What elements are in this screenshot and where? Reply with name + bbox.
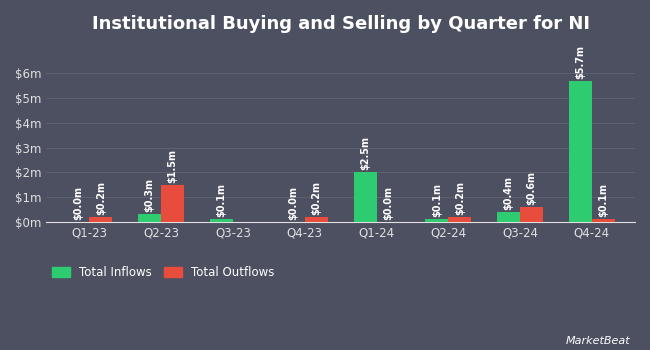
Text: $0.2m: $0.2m	[455, 181, 465, 215]
Bar	[448, 217, 471, 222]
Text: $0.0m: $0.0m	[383, 186, 393, 220]
Bar	[161, 185, 184, 222]
Text: $0.1m: $0.1m	[216, 183, 226, 217]
Bar	[138, 215, 161, 222]
Text: MarketBeat: MarketBeat	[566, 336, 630, 346]
Text: $2.5m: $2.5m	[360, 136, 370, 170]
Text: $0.2m: $0.2m	[96, 181, 106, 215]
Bar	[210, 219, 233, 222]
Bar	[305, 217, 328, 222]
Text: $0.4m: $0.4m	[504, 176, 514, 210]
Bar	[497, 212, 520, 222]
Text: $1.5m: $1.5m	[168, 149, 177, 183]
Text: $0.3m: $0.3m	[145, 178, 155, 212]
Text: $0.1m: $0.1m	[432, 183, 442, 217]
Bar	[425, 219, 448, 222]
Text: $0.0m: $0.0m	[289, 186, 298, 220]
Bar	[520, 207, 543, 222]
Bar	[90, 217, 112, 222]
Legend: Total Inflows, Total Outflows: Total Inflows, Total Outflows	[52, 266, 274, 279]
Bar	[592, 219, 615, 222]
Text: $0.1m: $0.1m	[599, 183, 608, 217]
Title: Institutional Buying and Selling by Quarter for NI: Institutional Buying and Selling by Quar…	[92, 15, 590, 33]
Bar	[569, 80, 592, 222]
Bar	[354, 172, 376, 222]
Text: $0.0m: $0.0m	[73, 186, 83, 220]
Text: $0.2m: $0.2m	[311, 181, 321, 215]
Text: $0.6m: $0.6m	[526, 171, 537, 205]
Text: $5.7m: $5.7m	[575, 45, 586, 79]
